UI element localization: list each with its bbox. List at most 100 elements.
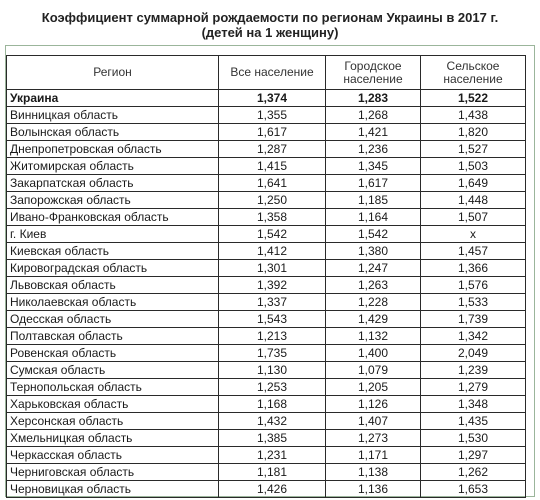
table-header: Регион Все население Городское население… [6,55,526,90]
cell-all: 1,213 [218,327,326,345]
cell-region: Сумская область [6,361,219,379]
cell-urban: 1,138 [325,463,421,481]
cell-rural: 1,457 [420,242,526,260]
cell-urban: 1,380 [325,242,421,260]
cell-rural: 1,262 [420,463,526,481]
table-row: Харьковская область 1,168 1,126 1,348 [6,395,526,413]
table-row-total: Украина 1,374 1,283 1,522 [6,89,526,107]
table-row: г. Киев 1,542 1,542 x [6,225,526,243]
cell-urban: 1,185 [325,191,421,209]
cell-region: Житомирская область [6,157,219,175]
page-title: Коэффициент суммарной рождаемости по рег… [0,10,540,40]
cell-rural: 1,435 [420,412,526,430]
cell-urban: 1,132 [325,327,421,345]
cell-all: 1,392 [218,276,326,294]
cell-region: Ивано-Франковская область [6,208,219,226]
cell-urban: 1,236 [325,140,421,158]
cell-region: Ровенская область [6,344,219,362]
cell-rural: 1,653 [420,480,526,498]
cell-region: Черниговская область [6,463,219,481]
cell-all: 1,181 [218,463,326,481]
column-header-urban: Городское население [325,55,421,90]
cell-region: Николаевская область [6,293,219,311]
cell-all: 1,543 [218,310,326,328]
cell-all: 1,385 [218,429,326,447]
cell-all: 1,432 [218,412,326,430]
cell-region: Черкасская область [6,446,219,464]
cell-rural: 1,533 [420,293,526,311]
table-row: Хмельницкая область 1,385 1,273 1,530 [6,429,526,447]
cell-region: Тернопольская область [6,378,219,396]
cell-region: Винницкая область [6,106,219,124]
cell-all: 1,301 [218,259,326,277]
table-row: Житомирская область 1,415 1,345 1,503 [6,157,526,175]
cell-rural: 1,507 [420,208,526,226]
cell-all: 1,250 [218,191,326,209]
cell-urban: 1,542 [325,225,421,243]
table-row: Херсонская область 1,432 1,407 1,435 [6,412,526,430]
cell-urban: 1,171 [325,446,421,464]
column-header-region: Регион [6,55,219,90]
cell-urban: 1,126 [325,395,421,413]
cell-rural: 1,527 [420,140,526,158]
cell-rural: 1,530 [420,429,526,447]
cell-urban: 1,273 [325,429,421,447]
table-body: Украина 1,374 1,283 1,522 Винницкая область 1… [6,89,526,498]
cell-urban: 1,283 [325,89,421,107]
cell-region: Львовская область [6,276,219,294]
cell-region: Украина [6,89,219,107]
column-header-rural: Сельское население [420,55,526,90]
fertility-table: Регион Все население Городское население… [6,55,526,498]
table-row: Черниговская область 1,181 1,138 1,262 [6,463,526,481]
cell-region: Киевская область [6,242,219,260]
header-row: Регион Все население Городское население… [6,55,526,90]
cell-rural: 1,576 [420,276,526,294]
cell-rural: 1,297 [420,446,526,464]
table-row: Закарпатская область 1,641 1,617 1,649 [6,174,526,192]
table-row: Львовская область 1,392 1,263 1,576 [6,276,526,294]
cell-urban: 1,400 [325,344,421,362]
table-row: Черкасская область 1,231 1,171 1,297 [6,446,526,464]
cell-urban: 1,136 [325,480,421,498]
cell-all: 1,542 [218,225,326,243]
cell-rural: 1,348 [420,395,526,413]
column-header-all: Все население [218,55,326,90]
cell-all: 1,168 [218,395,326,413]
cell-rural: 1,366 [420,259,526,277]
cell-rural: 1,239 [420,361,526,379]
cell-urban: 1,407 [325,412,421,430]
cell-region: Запорожская область [6,191,219,209]
cell-all: 1,231 [218,446,326,464]
cell-region: Харьковская область [6,395,219,413]
cell-rural: 1,438 [420,106,526,124]
cell-region: Черновицкая область [6,480,219,498]
cell-all: 1,617 [218,123,326,141]
cell-all: 1,426 [218,480,326,498]
cell-region: Волынская область [6,123,219,141]
cell-urban: 1,228 [325,293,421,311]
cell-all: 1,735 [218,344,326,362]
cell-rural: 1,342 [420,327,526,345]
table-row: Ровенская область 1,735 1,400 2,049 [6,344,526,362]
cell-rural: 2,049 [420,344,526,362]
cell-all: 1,358 [218,208,326,226]
table-row: Одесская область 1,543 1,429 1,739 [6,310,526,328]
cell-rural: 1,649 [420,174,526,192]
cell-urban: 1,421 [325,123,421,141]
cell-urban: 1,617 [325,174,421,192]
table-row: Винницкая область 1,355 1,268 1,438 [6,106,526,124]
table-row: Днепропетровская область 1,287 1,236 1,527 [6,140,526,158]
cell-urban: 1,079 [325,361,421,379]
table-row: Николаевская область 1,337 1,228 1,533 [6,293,526,311]
cell-region: Кировоградская область [6,259,219,277]
cell-rural: 1,739 [420,310,526,328]
cell-urban: 1,205 [325,378,421,396]
cell-all: 1,253 [218,378,326,396]
cell-urban: 1,247 [325,259,421,277]
cell-urban: 1,345 [325,157,421,175]
cell-urban: 1,268 [325,106,421,124]
title-line-2: (детей на 1 женщину) [201,25,339,40]
cell-rural: 1,820 [420,123,526,141]
table-row: Тернопольская область 1,253 1,205 1,279 [6,378,526,396]
table-row: Киевская область 1,412 1,380 1,457 [6,242,526,260]
